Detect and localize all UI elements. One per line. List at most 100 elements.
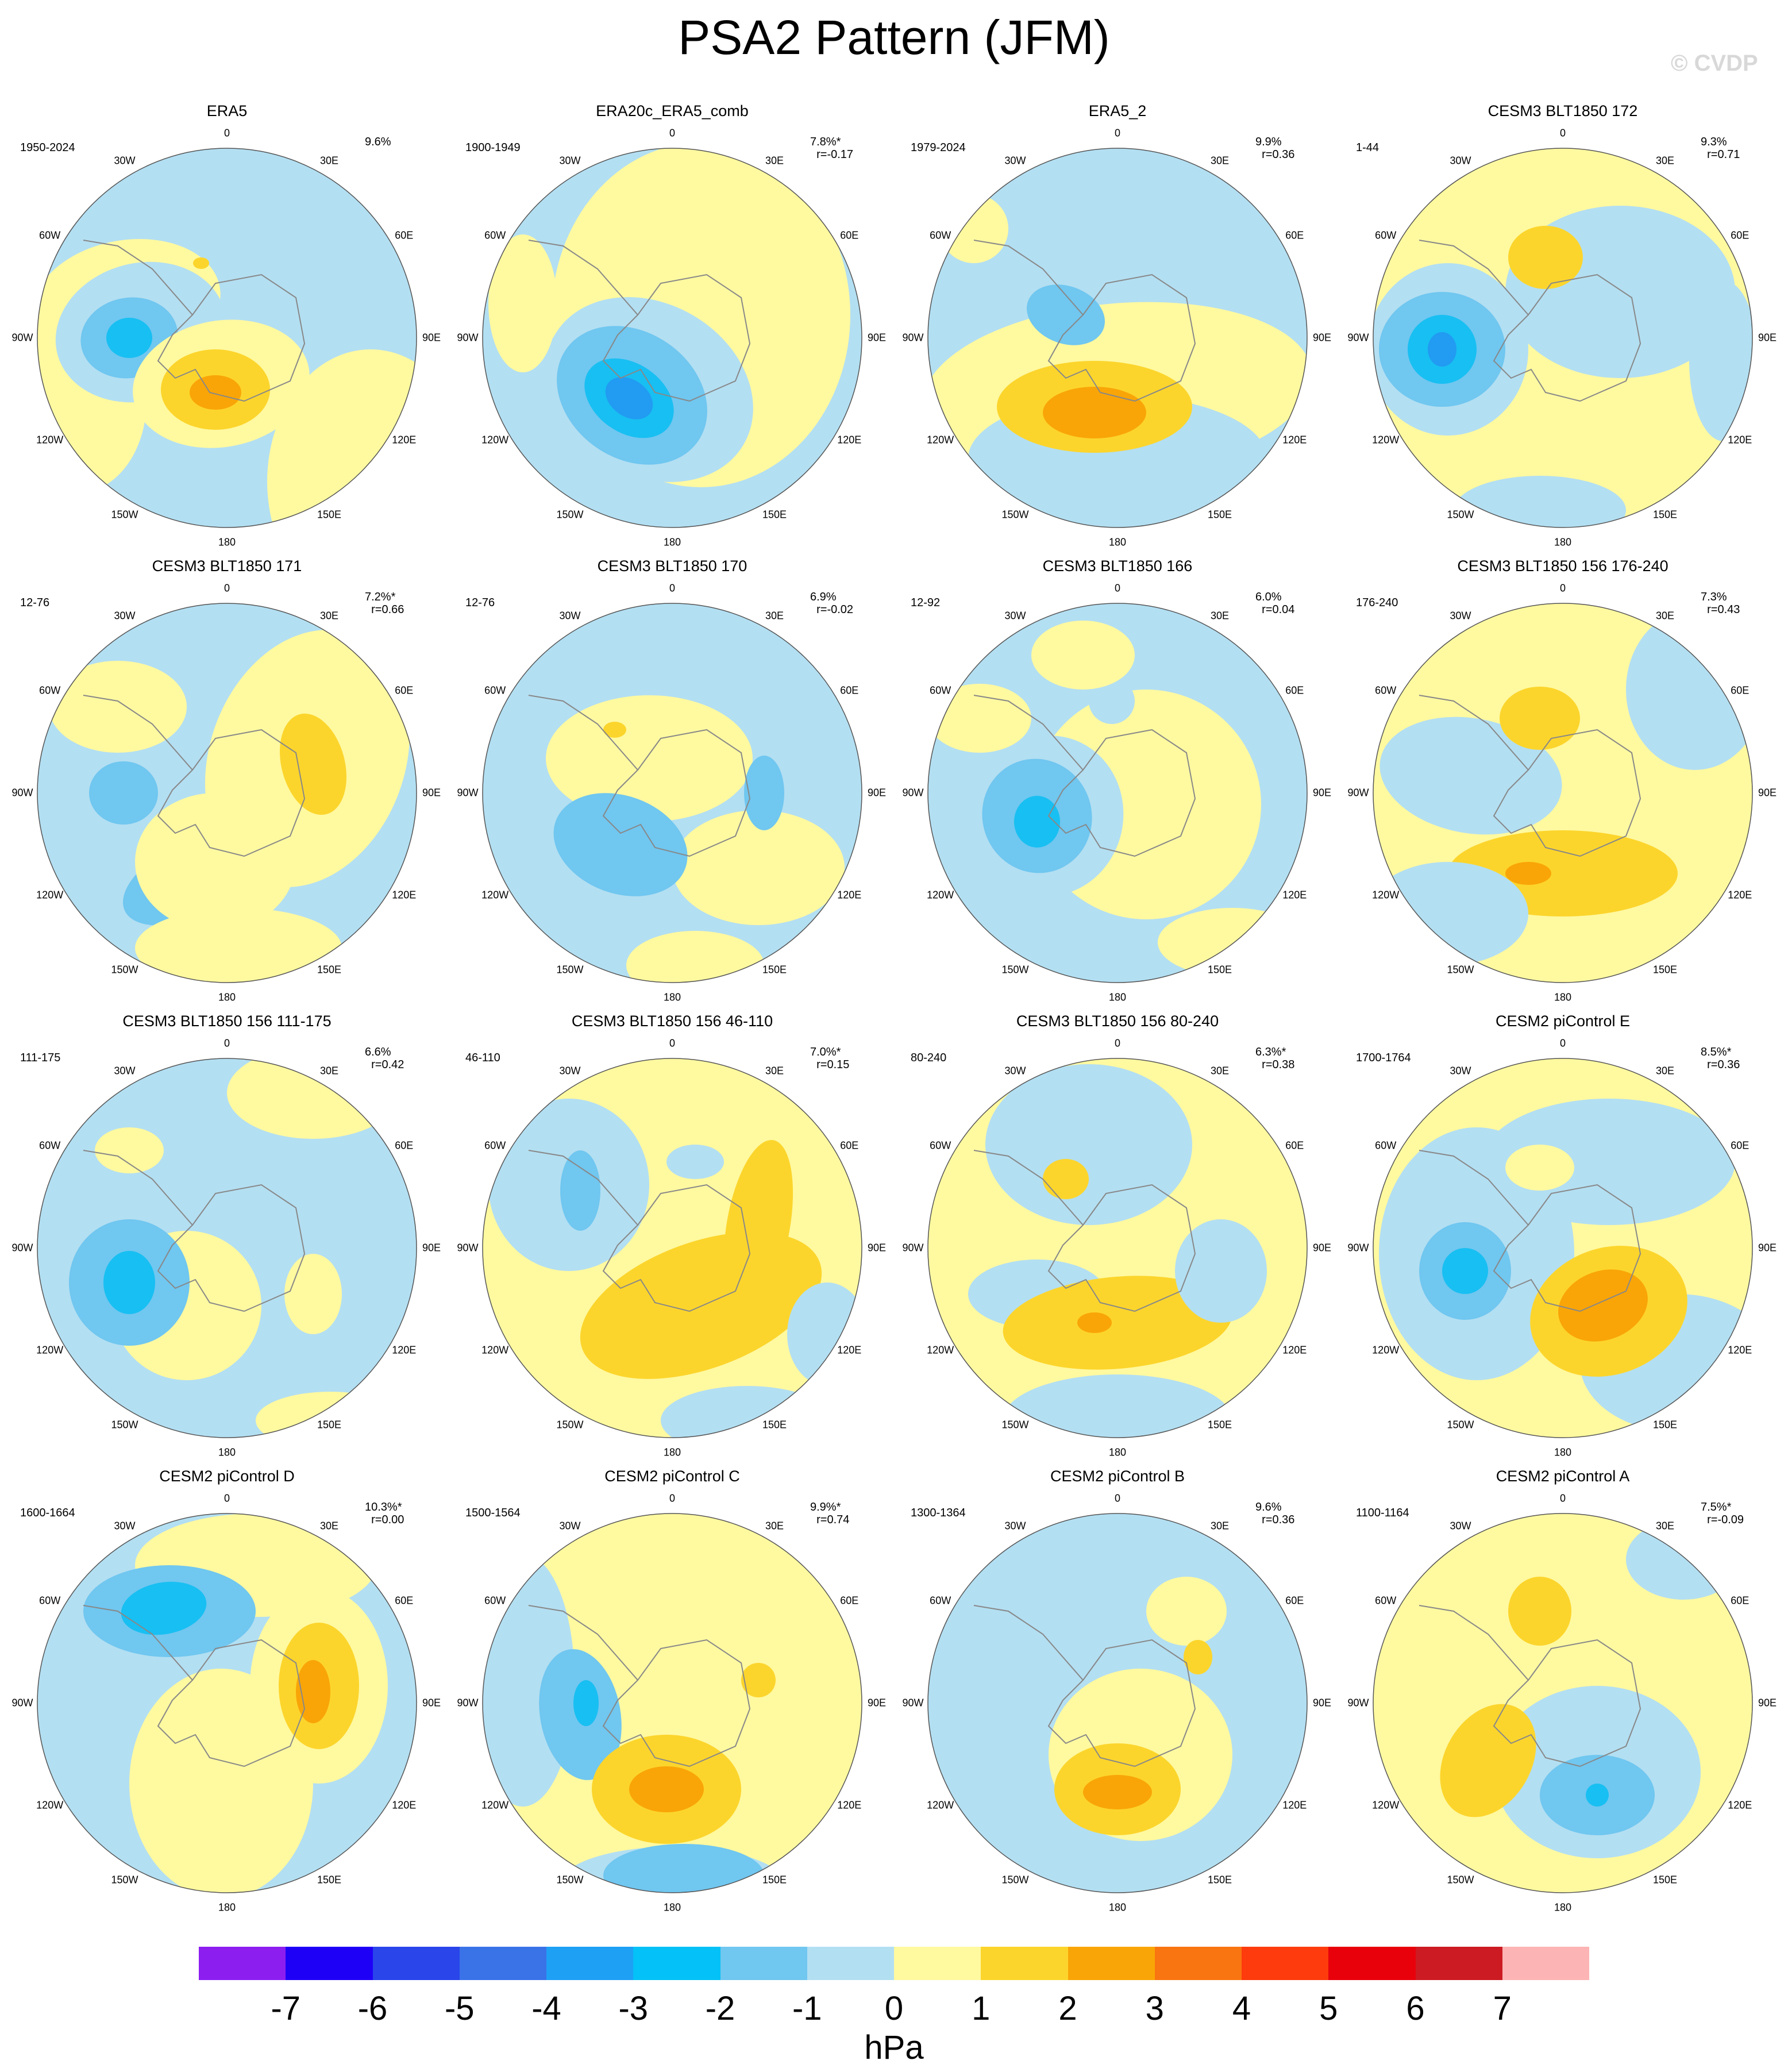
- longitude-label: 120E: [1282, 1799, 1307, 1811]
- longitude-label: 60E: [395, 1595, 414, 1607]
- anomaly-contour: [103, 1251, 155, 1314]
- south-america-coastline: [528, 695, 638, 771]
- anomaly-contour: [1373, 862, 1528, 965]
- longitude-label: 60W: [484, 1139, 506, 1151]
- colorbar-tick-label: 1: [972, 1990, 991, 2027]
- polar-map: [1373, 1513, 1753, 1893]
- longitude-label: 150W: [1447, 964, 1474, 976]
- panel-title: CESM3 BLT1850 172: [1488, 102, 1638, 120]
- panel-title: CESM3 BLT1850 166: [1042, 557, 1193, 575]
- longitude-label: 180: [218, 991, 236, 1003]
- longitude-label: 30E: [319, 610, 339, 622]
- longitude-label: 30E: [319, 1520, 339, 1532]
- panel-years: 1600-1664: [20, 1507, 75, 1519]
- anomaly-contour: [672, 810, 845, 925]
- colorbar-cell: [633, 1947, 720, 1980]
- longitude-label: 30E: [1655, 155, 1675, 167]
- map-panel: CESM3 BLT1850 156 176-240 176-240 7.3% r=0…: [1344, 557, 1781, 1003]
- anomaly-contour: [1027, 284, 1105, 345]
- colorbar-tick-label: 5: [1319, 1990, 1338, 2027]
- map-panel: CESM3 BLT1850 170 12-76 6.9% r=-0.02 0 30E 60…: [454, 557, 891, 1003]
- panel-stats: 9.3% r=0.71: [1701, 136, 1740, 161]
- longitude-label: 120W: [1372, 434, 1400, 446]
- longitude-label: 180: [218, 536, 236, 548]
- colorbar-tick-label: 4: [1232, 1990, 1251, 2027]
- longitude-label: 30E: [319, 1065, 339, 1077]
- map-border: [482, 1058, 862, 1438]
- anomaly-contour: [1003, 1374, 1232, 1438]
- longitude-label: 150W: [111, 509, 138, 521]
- anomaly-contour: [603, 722, 626, 738]
- longitude-label: 60E: [1285, 229, 1304, 241]
- colorbar-cell: [1068, 1947, 1155, 1980]
- figure-title: PSA2 Pattern (JFM): [678, 10, 1110, 64]
- panel-stats: 8.5%* r=0.36: [1701, 1046, 1740, 1071]
- antarctica-coastline: [1047, 1184, 1196, 1312]
- longitude-label: 30E: [319, 155, 339, 167]
- longitude-label: 120E: [392, 434, 417, 446]
- longitude-label: 120E: [392, 1344, 417, 1356]
- longitude-label: 30W: [114, 610, 136, 622]
- longitude-label: 0: [223, 127, 230, 139]
- longitude-label: 150W: [1447, 1874, 1474, 1886]
- longitude-label: 90E: [422, 787, 441, 799]
- longitude-label: 120E: [1282, 889, 1307, 901]
- colorbar-cell: [372, 1947, 460, 1980]
- anomaly-contour: [121, 1581, 207, 1635]
- anomaly-contour: [1558, 1269, 1648, 1342]
- longitude-label: 90E: [1312, 1697, 1332, 1709]
- longitude-label: 60W: [930, 684, 951, 696]
- longitude-label: 90W: [1347, 1697, 1369, 1709]
- longitude-label: 150E: [762, 509, 787, 521]
- antarctica-coastline: [1493, 1639, 1641, 1767]
- map-border: [1373, 148, 1753, 528]
- polar-map: [482, 603, 862, 983]
- longitude-label: 60E: [1285, 1595, 1304, 1607]
- south-america-coastline: [83, 695, 193, 771]
- longitude-label: 180: [663, 991, 681, 1003]
- anomaly-contour: [1003, 1276, 1232, 1370]
- colorbar-cell: [1502, 1947, 1589, 1980]
- antarctica-coastline: [602, 1184, 751, 1312]
- anomaly-contour: [488, 234, 557, 372]
- panel-years: 46-110: [465, 1052, 500, 1064]
- longitude-label: 0: [669, 1492, 676, 1504]
- colorbar-cell: [1154, 1947, 1242, 1980]
- longitude-label: 120W: [1372, 1799, 1400, 1811]
- longitude-label: 180: [1554, 991, 1572, 1003]
- colorbar-tick-label: -6: [357, 1990, 388, 2027]
- polar-map: [37, 1058, 417, 1438]
- longitude-label: 90W: [457, 1697, 479, 1709]
- longitude-label: 150W: [111, 1874, 138, 1886]
- longitude-label: 150E: [762, 1419, 787, 1431]
- longitude-label: 150E: [762, 1874, 787, 1886]
- panel-title: CESM2 piControl C: [604, 1468, 740, 1485]
- longitude-label: 150E: [1207, 509, 1232, 521]
- longitude-label: 180: [1554, 536, 1572, 548]
- longitude-label: 60E: [840, 1595, 859, 1607]
- longitude-label: 150E: [317, 509, 342, 521]
- longitude-label: 180: [663, 1446, 681, 1458]
- south-america-coastline: [528, 1150, 638, 1226]
- anomaly-contour: [723, 1139, 793, 1311]
- anomaly-contour: [135, 793, 296, 931]
- anomaly-contour: [1442, 1248, 1488, 1294]
- panel-years: 1979-2024: [911, 141, 966, 154]
- longitude-label: 0: [669, 582, 676, 594]
- colorbar-tick-label: -3: [618, 1990, 649, 2027]
- longitude-label: 30W: [1450, 1520, 1471, 1532]
- longitude-label: 0: [669, 127, 676, 139]
- colorbar-cell: [981, 1947, 1068, 1980]
- antarctica-coastline: [1047, 729, 1196, 857]
- longitude-label: 90E: [1758, 1697, 1777, 1709]
- panel-years: 1100-1164: [1356, 1507, 1409, 1519]
- longitude-label: 60W: [39, 684, 61, 696]
- longitude-label: 60W: [484, 1595, 506, 1607]
- longitude-label: 60W: [1375, 684, 1397, 696]
- antarctica-coastline: [1047, 274, 1196, 402]
- panel-stats: 10.3%* r=0.00: [365, 1501, 404, 1526]
- anomaly-contour: [1014, 796, 1060, 848]
- longitude-label: 150E: [1207, 1419, 1232, 1431]
- longitude-label: 120E: [837, 1799, 862, 1811]
- anomaly-contour: [1500, 687, 1580, 750]
